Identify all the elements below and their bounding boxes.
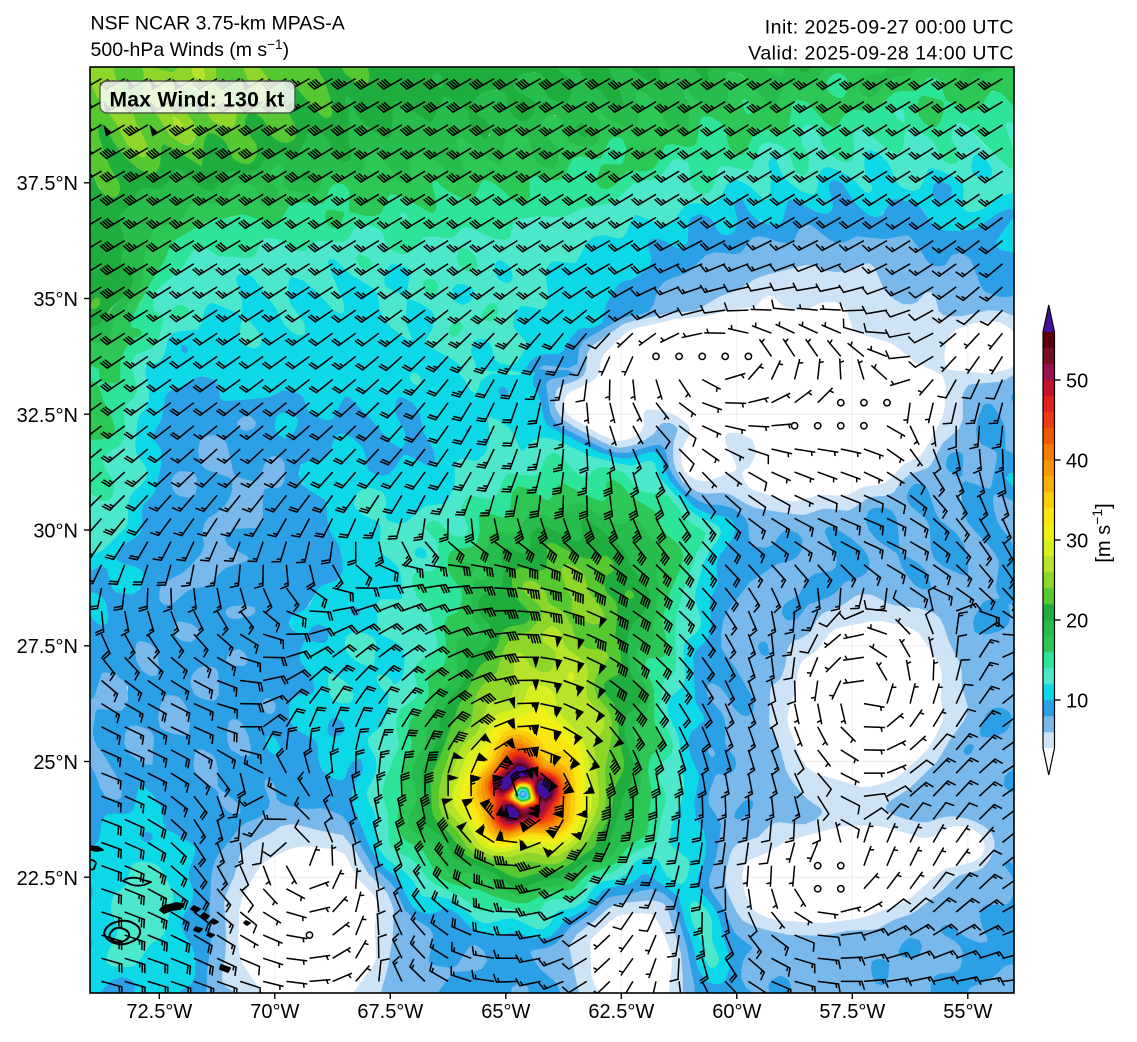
svg-text:Max Wind: 130 kt: Max Wind: 130 kt [110,89,285,112]
svg-text:32.5°N: 32.5°N [17,405,78,427]
svg-text:30°N: 30°N [33,521,78,543]
svg-text:Init: 2025-09-27 00:00 UTC: Init: 2025-09-27 00:00 UTC [765,17,1014,39]
svg-text:40: 40 [1066,451,1088,473]
svg-text:NSF NCAR 3.75-km MPAS-A: NSF NCAR 3.75-km MPAS-A [91,13,345,35]
svg-text:72.5°W: 72.5°W [126,1001,192,1023]
svg-text:62.5°W: 62.5°W [588,1001,654,1023]
svg-text:35°N: 35°N [33,289,78,311]
svg-text:57.5°W: 57.5°W [819,1001,885,1023]
svg-text:25°N: 25°N [33,752,78,774]
svg-text:500-hPa Winds (m s−1): 500-hPa Winds (m s−1) [91,37,290,62]
svg-text:60°W: 60°W [712,1001,761,1023]
svg-text:20: 20 [1066,611,1088,633]
svg-text:37.5°N: 37.5°N [17,173,78,195]
svg-text:55°W: 55°W [943,1001,992,1023]
svg-text:22.5°N: 22.5°N [17,868,78,890]
svg-text:10: 10 [1066,691,1088,713]
svg-text:70°W: 70°W [250,1001,299,1023]
svg-text:67.5°W: 67.5°W [357,1001,423,1023]
svg-text:30: 30 [1066,531,1088,553]
svg-text:Valid: 2025-09-28 14:00 UTC: Valid: 2025-09-28 14:00 UTC [748,43,1014,65]
svg-text:27.5°N: 27.5°N [17,636,78,658]
svg-text:50: 50 [1066,371,1088,393]
svg-text:65°W: 65°W [481,1001,530,1023]
